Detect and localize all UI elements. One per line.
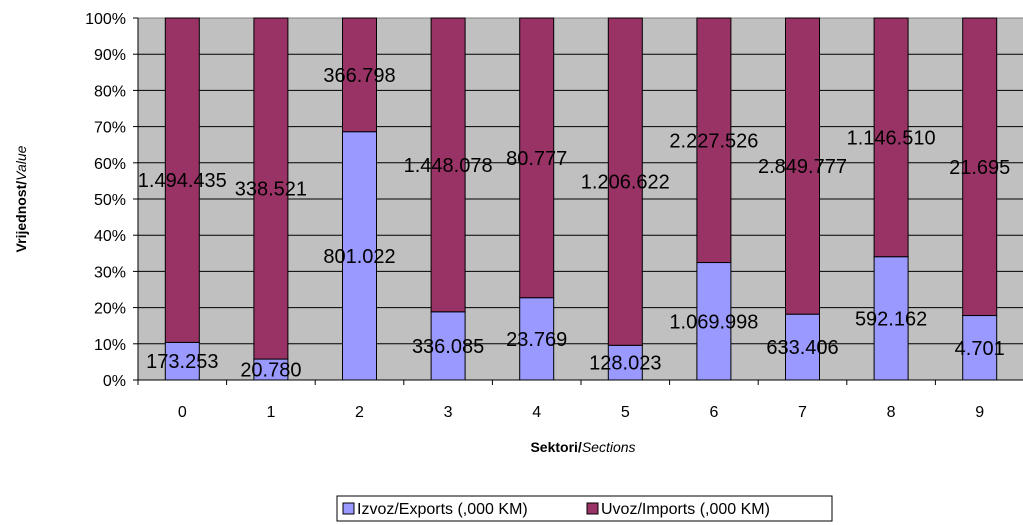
- data-label-exports-5: 128.023: [589, 353, 661, 375]
- x-tick-label: 5: [621, 404, 630, 421]
- x-tick-label: 9: [975, 404, 984, 421]
- legend-swatch-exports: [342, 502, 355, 515]
- data-labels: 173.253 1.494.435 20.780 338.521 801.022 366.…: [138, 65, 1010, 382]
- legend: Izvoz/Exports (,000 KM) Uvoz/Imports (,0…: [336, 495, 833, 522]
- x-tick-label: 2: [355, 404, 364, 421]
- data-label-imports-0: 1.494.435: [138, 170, 227, 192]
- y-tick-label: 50%: [94, 192, 126, 209]
- y-tick-label: 20%: [94, 301, 126, 318]
- bar-exports-9: [962, 315, 998, 381]
- x-tick-label: 3: [444, 404, 453, 421]
- bar-imports-4: [519, 17, 555, 299]
- x-axis: 0 1 2 3 4 5 6 7 8 9: [137, 379, 1023, 421]
- bar-imports-1: [253, 17, 289, 360]
- data-label-exports-4: 23.769: [506, 329, 567, 351]
- legend-label-exports: Izvoz/Exports (,000 KM): [357, 501, 528, 518]
- bar-imports-7: [785, 17, 820, 315]
- bar-exports-6: [696, 262, 732, 381]
- bar-imports-2: [342, 17, 377, 133]
- y-tick-label: 80%: [94, 83, 126, 100]
- y-axis-title: Vrijednost/Value: [13, 145, 29, 252]
- bar-imports-6: [696, 17, 732, 264]
- legend-box: [336, 495, 833, 522]
- y-tick-label: 0%: [103, 373, 126, 390]
- bar-imports-8: [873, 17, 909, 258]
- bar-exports-7: [785, 313, 820, 381]
- data-label-imports-6: 2.227.526: [669, 130, 758, 152]
- y-tick-label: 60%: [94, 156, 126, 173]
- legend-swatch-imports: [586, 502, 599, 515]
- legend-label-imports: Uvoz/Imports (,000 KM): [601, 501, 770, 518]
- y-tick-label: 90%: [94, 47, 126, 64]
- x-tick-label: 6: [709, 404, 718, 421]
- data-label-imports-2: 366.798: [323, 65, 395, 87]
- data-label-imports-5: 1.206.622: [581, 172, 670, 194]
- data-label-exports-3: 336.085: [412, 336, 484, 358]
- bar-exports-3: [430, 311, 466, 381]
- data-label-exports-0: 173.253: [146, 351, 218, 373]
- y-tick-label: 100%: [85, 11, 126, 28]
- data-label-exports-1: 20.780: [240, 360, 301, 382]
- data-label-imports-3: 1.448.078: [404, 155, 493, 177]
- data-label-exports-8: 592.162: [855, 308, 927, 330]
- x-axis-title: Sektori/Sections: [530, 439, 635, 455]
- bar-exports-8: [873, 256, 909, 381]
- bar-imports-3: [430, 17, 466, 313]
- y-tick-label: 10%: [94, 337, 126, 354]
- y-tick-label: 70%: [94, 120, 126, 137]
- data-label-imports-7: 2.849.777: [758, 156, 847, 178]
- data-label-exports-6: 1.069.998: [669, 311, 758, 333]
- bar-exports-4: [519, 297, 555, 381]
- x-tick-label: 8: [887, 404, 896, 421]
- data-label-imports-9: 21.695: [949, 157, 1010, 179]
- data-label-exports-2: 801.022: [323, 246, 395, 268]
- bar-imports-9: [962, 17, 998, 317]
- x-tick-label: 0: [178, 404, 187, 421]
- bar-imports-0: [164, 17, 200, 343]
- bars: [164, 17, 998, 381]
- bar-imports-5: [607, 17, 643, 346]
- x-tick-label: 4: [532, 404, 541, 421]
- x-tick-label: 7: [798, 404, 807, 421]
- data-label-exports-9: 4.701: [955, 338, 1005, 360]
- data-label-exports-7: 633.406: [766, 337, 838, 359]
- y-tick-label: 30%: [94, 264, 126, 281]
- data-label-imports-4: 80.777: [506, 148, 567, 170]
- y-axis: 0% 10% 20% 30% 40% 50% 60% 70% 80% 90% 100%: [85, 11, 139, 390]
- y-tick-label: 40%: [94, 228, 126, 245]
- data-label-imports-1: 338.521: [235, 179, 307, 201]
- x-tick-label: 1: [266, 404, 275, 421]
- data-label-imports-8: 1.146.510: [847, 127, 936, 149]
